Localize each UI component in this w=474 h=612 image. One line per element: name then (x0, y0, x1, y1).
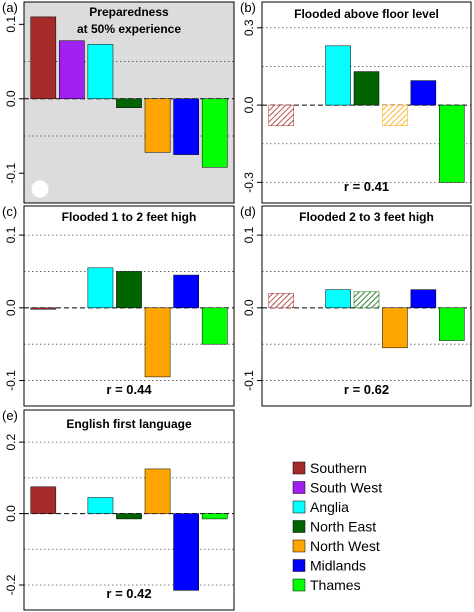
panel-label: (a) (2, 0, 18, 15)
y-tick-label: 0.2 (4, 433, 18, 450)
bar-thames (201, 513, 228, 520)
bar-thames (201, 98, 228, 168)
panel-label: (b) (240, 0, 256, 15)
bar-north-east (116, 271, 142, 309)
chart-title: Flooded 2 to 3 feet high (299, 210, 434, 224)
legend-label: Southern (310, 460, 367, 476)
bar-north-east (353, 71, 380, 106)
bar-southern (268, 293, 294, 309)
bar-midlands (410, 80, 437, 106)
bar-north-west (382, 104, 408, 126)
bar-anglia (87, 44, 114, 100)
chart-title: Flooded above floor level (294, 7, 439, 21)
bar-anglia (325, 45, 351, 106)
correlation-label: r = 0.62 (344, 382, 389, 397)
chart-panel: -0.1 0.0 0.1 (c) Flooded 1 to 2 feet high r =… (2, 204, 235, 407)
legend-label: Thames (310, 577, 361, 593)
y-tick-label: -0.3 (242, 172, 256, 193)
bar-thames (439, 307, 465, 341)
plot-frame (23, 409, 235, 611)
bar-north-east (116, 513, 142, 520)
bar-anglia (325, 289, 351, 309)
legend-label: South West (310, 480, 382, 496)
plot-frame (23, 1, 235, 204)
correlation-label: r = 0.44 (106, 382, 152, 397)
bar-southern (30, 16, 57, 100)
bar-north-east (116, 98, 142, 108)
legend-label: North West (310, 538, 380, 554)
legend-swatch (292, 539, 306, 553)
bar-north-west (144, 98, 171, 153)
panel-label: (d) (240, 204, 256, 219)
bar-anglia (87, 497, 114, 514)
y-tick-label: 0.1 (4, 226, 18, 243)
y-tick-label: -0.1 (242, 370, 256, 391)
bar-midlands (410, 289, 437, 309)
correlation-label: r = 0.42 (106, 586, 151, 601)
legend-swatch (292, 461, 306, 475)
bar-north-east (353, 291, 380, 309)
bar-north-west (144, 468, 171, 514)
chart-title: at 50% experience (77, 22, 181, 36)
bar-anglia (87, 267, 114, 309)
legend-swatch (292, 559, 306, 572)
y-tick-label: 0.1 (242, 226, 256, 243)
chart-panel: -0.3 0.0 0.3 (b) Flooded above floor level r … (240, 0, 472, 204)
bar-north-west (382, 307, 408, 349)
plot-frame (261, 1, 472, 204)
chart-title: Preparedness (89, 5, 169, 19)
y-tick-label: 0.0 (4, 505, 18, 522)
y-tick-label: 0.3 (242, 19, 256, 36)
bar-southern (30, 307, 57, 310)
y-tick-label: 0.0 (4, 90, 18, 107)
chart-panel: -0.2 0.0 0.2 (e) English first language r = 0… (2, 408, 235, 611)
y-tick-label: -0.2 (4, 574, 18, 595)
bar-southern (30, 486, 57, 514)
chart-title: Flooded 1 to 2 feet high (62, 210, 197, 224)
panel-label: (e) (2, 408, 18, 423)
y-tick-label: 0.0 (4, 299, 18, 316)
legend-swatch (292, 481, 306, 494)
bar-midlands (173, 98, 199, 155)
bar-thames (439, 104, 465, 183)
legend-label: Midlands (310, 558, 366, 574)
correlation-label: r = 0.41 (344, 179, 389, 194)
y-tick-label: 0.0 (242, 299, 256, 316)
legend-label: Anglia (310, 499, 349, 515)
y-tick-label: -0.1 (4, 370, 18, 391)
chart-title: English first language (66, 417, 192, 431)
panel-label: (c) (2, 204, 17, 219)
bar-midlands (173, 513, 199, 591)
plot-frame (23, 205, 235, 407)
bar-southern (268, 104, 294, 126)
marker-dot (31, 180, 49, 198)
bar-midlands (173, 274, 199, 309)
bar-thames (201, 307, 228, 345)
bar-south-west (59, 40, 85, 100)
legend-swatch (292, 500, 306, 514)
legend: Southern South West Anglia North East North … (292, 460, 382, 593)
legend-swatch (292, 520, 306, 533)
plot-background (24, 410, 234, 610)
bar-north-west (144, 307, 171, 378)
legend-swatch (292, 578, 306, 592)
plot-frame (261, 205, 472, 407)
y-tick-label: 0.1 (4, 16, 18, 33)
chart-panel: -0.1 0.0 0.1(a) Preparedness at 50% experien… (2, 0, 235, 204)
legend-label: North East (310, 519, 376, 535)
y-tick-label: -0.1 (4, 163, 18, 184)
chart-panel: -0.1 0.0 0.1 (d) Flooded 2 to 3 feet high r =… (240, 204, 472, 407)
y-tick-label: 0.0 (242, 96, 256, 113)
